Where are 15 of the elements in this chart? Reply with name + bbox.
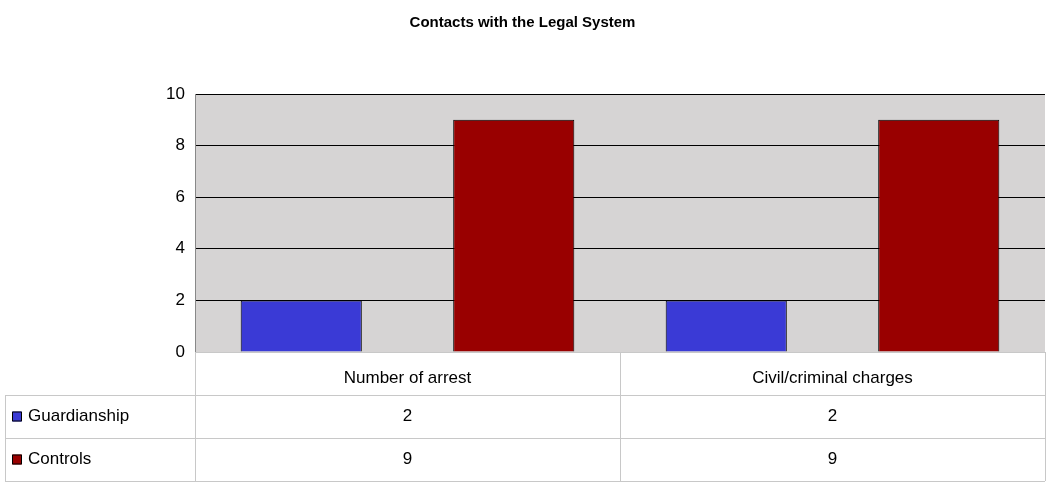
x-tick-label: Number of arrest (343, 367, 472, 387)
y-tick-label: 6 (175, 186, 185, 206)
data-label: 9 (402, 449, 413, 469)
data-label: 9 (827, 449, 838, 469)
x-tick-label: Civil/criminal charges (752, 367, 913, 387)
legend-label: Guardianship (28, 406, 130, 426)
chart-title: Contacts with the Legal System (409, 13, 636, 31)
y-tick-label: 0 (175, 341, 185, 361)
y-tick-label: 2 (175, 290, 185, 310)
data-label: 2 (402, 406, 413, 426)
y-tick-label: 4 (175, 238, 185, 258)
y-tick-label: 10 (166, 83, 185, 103)
y-tick-label: 8 (175, 135, 185, 155)
data-label: 2 (827, 406, 838, 426)
legend-label: Controls (28, 449, 92, 469)
